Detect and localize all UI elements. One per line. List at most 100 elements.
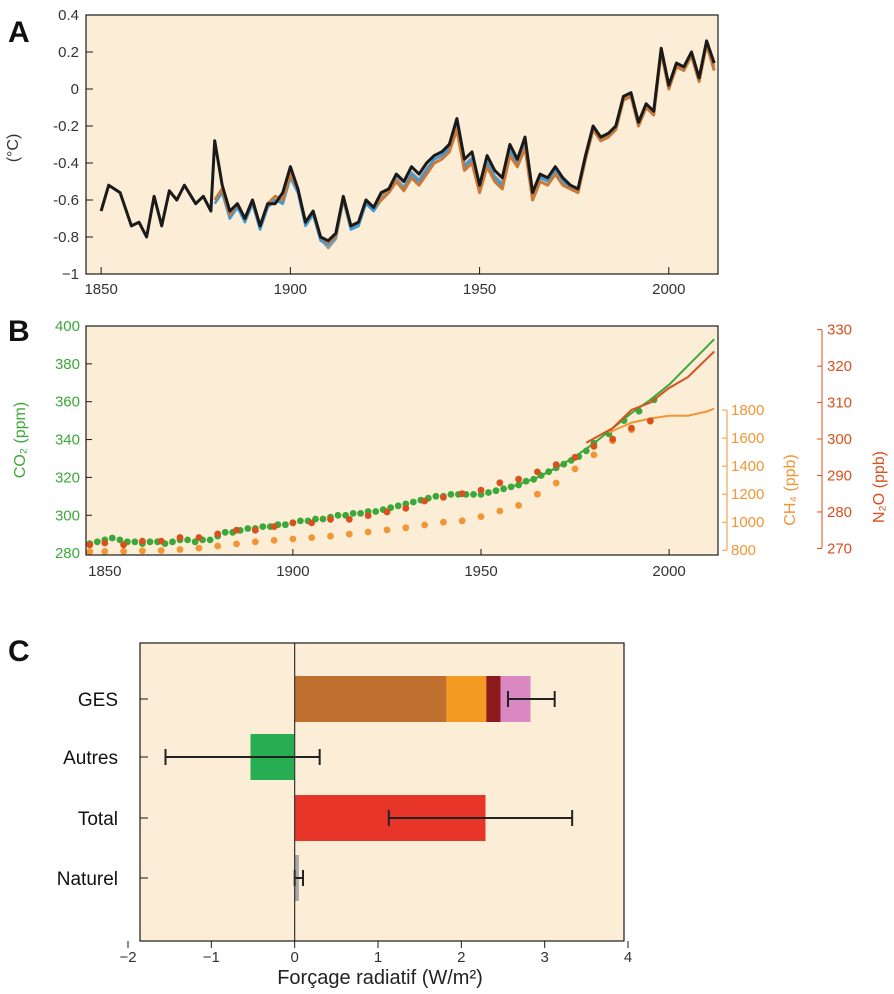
co2-tick-label: 340 (55, 432, 80, 449)
co2-point (206, 536, 214, 544)
panel-b-co2-axis-title: CO₂ (ppm) (12, 402, 29, 478)
panel-c-x-axis: −2 −1 0 1 2 3 4 (119, 941, 632, 966)
n2o-point (289, 519, 297, 527)
co2-point (108, 534, 116, 542)
co2-point (244, 525, 252, 532)
co2-point (394, 502, 402, 510)
panel-c: C GES Autres Total Naturel −2 −1 0 1 2 3 4 Forçag… (8, 635, 632, 989)
panel-b-plot-area (86, 326, 718, 555)
ch4-point (195, 544, 203, 552)
y-tick-label: -0.8 (53, 229, 79, 246)
n2o-point (176, 534, 184, 541)
ch4-point (120, 548, 127, 555)
n2o-tick-label: 300 (827, 431, 852, 448)
n2o-tick-label: 280 (827, 504, 852, 521)
ch4-point (440, 518, 447, 526)
n2o-point (139, 537, 146, 545)
co2-point (282, 521, 289, 529)
ch4-tick-label: 800 (731, 542, 756, 559)
co2-tick-label: 360 (55, 394, 80, 411)
category-label: Naturel (57, 869, 118, 890)
co2-point (146, 538, 154, 546)
n2o-line (585, 350, 715, 444)
co2-tick-label: 320 (55, 469, 80, 486)
n2o-point (590, 442, 598, 450)
ch4-point (458, 517, 466, 525)
panel-a-label: A (8, 16, 30, 49)
panel-b-x-axis: 1850 1900 1950 2000 (88, 549, 686, 580)
ch4-point (534, 490, 541, 498)
x-tick-label: 1850 (88, 563, 121, 580)
panel-c-frame (139, 642, 625, 942)
co2-point (319, 515, 327, 523)
n2o-point (251, 526, 259, 534)
ch4-point (139, 547, 146, 555)
ch4-point (515, 502, 522, 509)
n2o-point (364, 512, 372, 519)
x-tick-label: 0 (290, 949, 298, 966)
ch4-point (308, 534, 316, 541)
co2-point (221, 528, 229, 536)
ch4-point (101, 548, 109, 555)
co2-point (409, 498, 417, 506)
co2-point (492, 487, 500, 495)
panel-a-y-axis-title: (°C) (5, 134, 22, 163)
co2-point (334, 511, 342, 519)
n2o-point (534, 468, 541, 476)
co2-point (297, 517, 304, 525)
panel-a-series (99, 39, 716, 250)
ch4-point (270, 537, 278, 544)
ch4-point (402, 524, 410, 532)
n2o-tick-label: 270 (827, 540, 852, 557)
co2-point (349, 510, 357, 517)
co2-tick-label: 280 (55, 545, 80, 562)
ch4-point (251, 538, 259, 546)
co2-point (447, 491, 455, 498)
n2o-tick-label: 330 (827, 322, 852, 339)
ch4-point (345, 530, 353, 538)
n2o-point (101, 539, 109, 547)
y-tick-label: -0.2 (53, 118, 79, 135)
co2-point (116, 536, 124, 544)
n2o-point (440, 494, 447, 501)
ch4-tick-label: 1200 (731, 486, 764, 503)
x-tick-label: 4 (624, 949, 632, 966)
n2o-point (120, 541, 127, 549)
n2o-point (628, 424, 635, 432)
co2-point (372, 508, 380, 515)
panel-a-y-axis: 0.4 0.2 0 -0.2 -0.4 -0.6 -0.8 −1 (53, 7, 93, 283)
bar-segment (486, 676, 501, 722)
panel-a-plot-area (86, 15, 718, 274)
panel-b-n2o-axis: 270 280 290 300 310 320 330 (817, 322, 852, 557)
ch4-point (176, 546, 184, 553)
co2-line (510, 338, 715, 488)
co2-point (470, 491, 477, 498)
panel-b-label: B (8, 315, 30, 348)
x-tick-label: 2000 (652, 281, 685, 298)
co2-point (93, 538, 101, 546)
co2-tick-label: 300 (55, 507, 80, 524)
panel-b: B 280 300 320 340 360 380 400 1850 1900 1950 2000… (8, 315, 888, 580)
bar-segment (294, 676, 447, 722)
ch4-point (214, 542, 222, 550)
y-tick-label: 0 (71, 81, 79, 98)
panel-c-bars (164, 643, 574, 941)
n2o-point (421, 497, 428, 505)
x-tick-label: 1900 (274, 281, 307, 298)
panel-a-frame (85, 14, 719, 275)
n2o-point (86, 541, 94, 549)
x-tick-label: 1 (374, 949, 382, 966)
ch4-point (477, 513, 485, 520)
panel-c-x-axis-title: Forçage radiatif (W/m²) (277, 967, 483, 989)
ch4-point (86, 548, 94, 555)
ch4-tick-label: 1600 (731, 430, 764, 447)
black-series-line (99, 39, 716, 243)
ch4-line (608, 407, 715, 434)
n2o-point (157, 537, 165, 545)
ch4-point (571, 465, 579, 473)
n2o-point (515, 475, 522, 483)
ch4-point (552, 479, 560, 487)
n2o-point (496, 479, 504, 487)
co2-tick-label: 400 (55, 318, 80, 335)
